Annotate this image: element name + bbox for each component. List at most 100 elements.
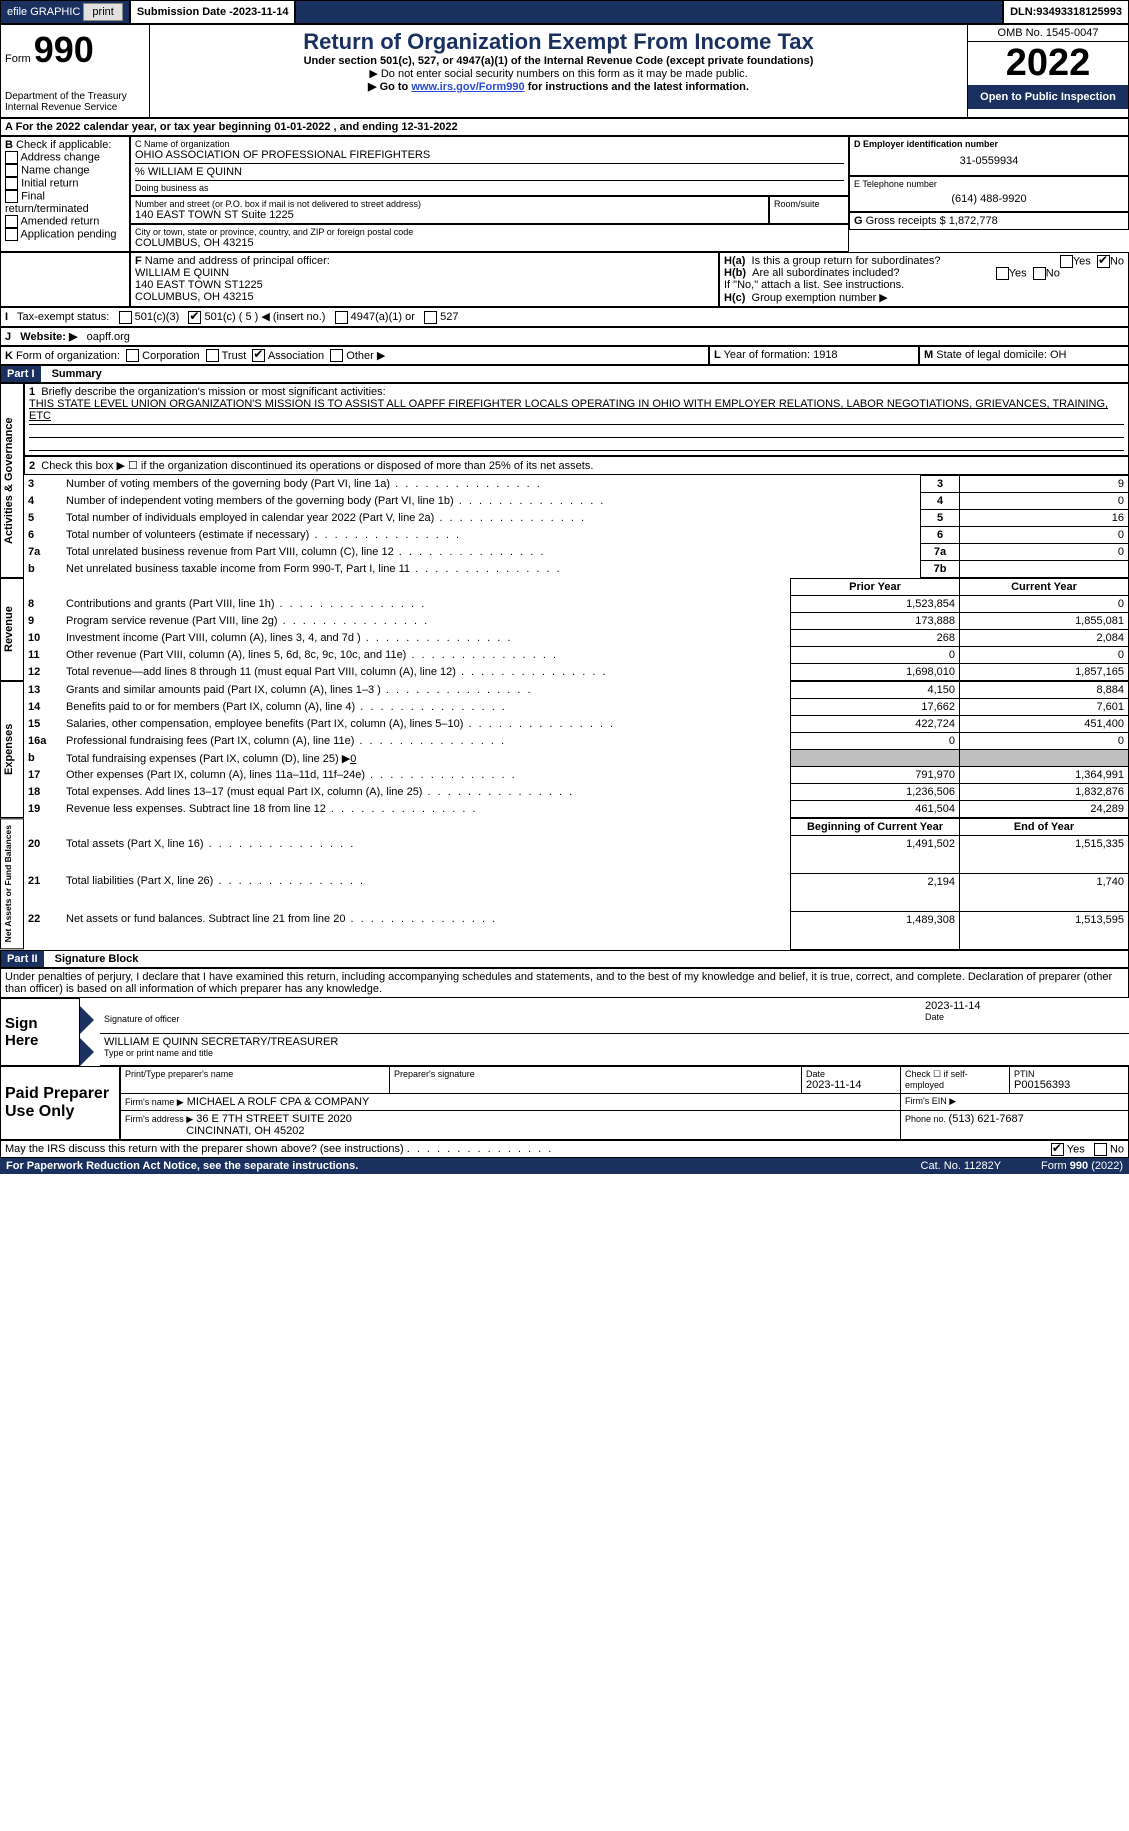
klm-row: K Form of organization: Corporation Trus…: [0, 346, 1129, 366]
table-row: 3 Number of voting members of the govern…: [24, 476, 1129, 493]
m-text: State of legal domicile:: [936, 349, 1050, 361]
efile-label: efile GRAPHIC print: [0, 0, 130, 24]
q2-label: 2: [29, 460, 35, 472]
submission-label: Submission Date -: [137, 6, 233, 18]
table-row: 8 Contributions and grants (Part VIII, l…: [24, 596, 1129, 613]
note1-row: ▶ Do not enter social security numbers o…: [154, 67, 963, 80]
ag-table: 3 Number of voting members of the govern…: [24, 475, 1129, 578]
cb-501c[interactable]: [188, 311, 201, 324]
opt-other: Other ▶: [346, 350, 385, 362]
cb-name-change[interactable]: [5, 164, 18, 177]
paid-preparer-block: Paid Preparer Use Only Print/Type prepar…: [0, 1066, 1129, 1140]
h-note: If "No," attach a list. See instructions…: [724, 279, 1124, 291]
opt-address-change: Address change: [20, 151, 100, 163]
line-j: J Website: ▶ oapff.org: [0, 327, 1129, 346]
cb-discuss-no[interactable]: [1094, 1143, 1107, 1156]
form-subtitle: Under section 501(c), 527, or 4947(a)(1)…: [154, 55, 963, 67]
fh-block: F Name and address of principal officer:…: [0, 252, 1129, 307]
line-a-pre: For the 2022 calendar year, or tax year …: [16, 121, 275, 133]
ha-no: No: [1110, 255, 1124, 267]
table-row: 11 Other revenue (Part VIII, column (A),…: [24, 647, 1129, 664]
cb-amended-return[interactable]: [5, 215, 18, 228]
col-prior: Prior Year: [791, 579, 960, 596]
tax-year: 2022: [968, 42, 1128, 85]
cb-501c3[interactable]: [119, 311, 132, 324]
print-button[interactable]: print: [83, 3, 122, 21]
hc-label: H(c): [724, 292, 745, 304]
box-b-label: B: [5, 139, 13, 151]
topbar-spacer: [295, 0, 1003, 24]
title-box: Return of Organization Exempt From Incom…: [150, 25, 967, 117]
part2-label: Part II: [1, 951, 44, 967]
cb-discuss-yes[interactable]: [1051, 1143, 1064, 1156]
cb-other[interactable]: [330, 349, 343, 362]
part1-title: Summary: [44, 368, 102, 380]
cb-application-pending[interactable]: [5, 228, 18, 241]
firm-addr2: CINCINNATI, OH 45202: [186, 1125, 304, 1137]
sign-here-label: Sign Here: [0, 998, 80, 1066]
box-f: F Name and address of principal officer:…: [130, 252, 719, 307]
footer-form: Form 990 (2022): [1041, 1160, 1123, 1172]
form-header: Form 990 Department of the Treasury Inte…: [0, 24, 1129, 118]
table-row: 6 Total number of volunteers (estimate i…: [24, 527, 1129, 544]
discuss-no: No: [1110, 1143, 1124, 1155]
mission-text: THIS STATE LEVEL UNION ORGANIZATION'S MI…: [29, 398, 1108, 422]
box-h: H(a) Is this a group return for subordin…: [719, 252, 1129, 307]
table-row: 18 Total expenses. Add lines 13–17 (must…: [24, 784, 1129, 801]
table-row: 21 Total liabilities (Part X, line 26) 2…: [24, 873, 1129, 911]
cb-association[interactable]: [252, 349, 265, 362]
note2-post: for instructions and the latest informat…: [525, 81, 749, 93]
cb-ha-no[interactable]: [1097, 255, 1110, 268]
line-m: M State of legal domicile: OH: [919, 346, 1129, 366]
l-text: Year of formation:: [724, 349, 813, 361]
discuss-row: May the IRS discuss this return with the…: [0, 1140, 1129, 1158]
sign-here-block: Sign Here Signature of officer 2023-11-1…: [0, 998, 1129, 1066]
hb-text: Are all subordinates included?: [752, 267, 899, 279]
phone-value: (614) 488-9920: [854, 189, 1124, 209]
part2-bar: Part II Signature Block: [0, 950, 1129, 968]
top-bar: efile GRAPHIC print Submission Date - 20…: [0, 0, 1129, 24]
cb-corporation[interactable]: [126, 349, 139, 362]
rev-block: Revenue Prior Year Current Year 8 Contri…: [0, 578, 1129, 681]
cb-hb-yes[interactable]: [996, 267, 1009, 280]
ptin-value: P00156393: [1014, 1079, 1124, 1091]
part2-title: Signature Block: [47, 953, 139, 965]
form-title: Return of Organization Exempt From Incom…: [154, 29, 963, 55]
opt-501c-c: ) ◀ (insert no.): [252, 311, 326, 323]
jurat-text: Under penalties of perjury, I declare th…: [0, 968, 1129, 998]
open-inspection: Open to Public Inspection: [968, 85, 1128, 109]
opt-application-pending: Application pending: [20, 228, 116, 240]
na-block: Net Assets or Fund Balances Beginning of…: [0, 818, 1129, 949]
q2: 2 Check this box ▶ ☐ if the organization…: [24, 456, 1129, 475]
opt-initial-return: Initial return: [21, 177, 78, 189]
cb-trust[interactable]: [206, 349, 219, 362]
cb-initial-return[interactable]: [5, 177, 18, 190]
side-ag: Activities & Governance: [0, 383, 24, 578]
m-label: M: [924, 349, 933, 361]
na-table: Beginning of Current Year End of Year 20…: [24, 818, 1129, 949]
table-row: 16a Professional fundraising fees (Part …: [24, 733, 1129, 750]
note2-pre: Go to: [380, 81, 412, 93]
cb-address-change[interactable]: [5, 151, 18, 164]
firm-addr-label: Firm's address ▶: [125, 1114, 193, 1124]
box-b: B Check if applicable: Address change Na…: [0, 136, 130, 252]
irs-link[interactable]: www.irs.gov/Form990: [411, 81, 524, 93]
cb-final-return[interactable]: [5, 190, 18, 203]
j-label: J: [5, 331, 11, 343]
table-row: 19 Revenue less expenses. Subtract line …: [24, 801, 1129, 818]
table-row: 20 Total assets (Part X, line 16) 1,491,…: [24, 836, 1129, 874]
cb-hb-no[interactable]: [1033, 267, 1046, 280]
opt-527: 527: [440, 311, 458, 323]
cb-4947[interactable]: [335, 311, 348, 324]
table-row: b Net unrelated business taxable income …: [24, 561, 1129, 578]
note1: Do not enter social security numbers on …: [381, 68, 748, 80]
submission-date: 2023-11-14: [233, 6, 289, 18]
sig-date: 2023-11-14: [925, 1000, 1125, 1012]
line-l: L Year of formation: 1918: [709, 346, 919, 366]
table-row: 5 Total number of individuals employed i…: [24, 510, 1129, 527]
cb-527[interactable]: [424, 311, 437, 324]
dba-label: Doing business as: [135, 183, 844, 193]
c-name-label: C Name of organization: [135, 139, 844, 149]
cb-ha-yes[interactable]: [1060, 255, 1073, 268]
org-name: OHIO ASSOCIATION OF PROFESSIONAL FIREFIG…: [135, 149, 844, 161]
